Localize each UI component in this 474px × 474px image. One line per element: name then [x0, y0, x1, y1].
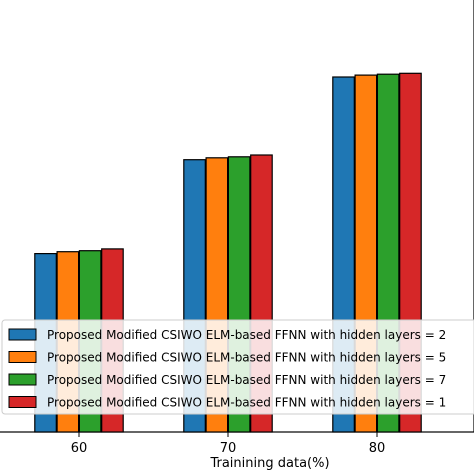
- legend-swatch-1: [8, 328, 37, 341]
- legend-label-2: Proposed Modified CSIWO ELM-based FFNN w…: [47, 351, 446, 365]
- x-tick-label-80: 80: [369, 441, 386, 456]
- legend-label-1: Proposed Modified CSIWO ELM-based FFNN w…: [47, 328, 446, 342]
- legend-box: [1, 319, 474, 415]
- legend-label-4: Proposed Modified CSIWO ELM-based FFNN w…: [47, 396, 446, 410]
- x-tick-label-70: 70: [220, 441, 237, 456]
- legend-swatch-3: [8, 373, 37, 386]
- x-tick-label-60: 60: [71, 441, 88, 456]
- legend: Proposed Modified CSIWO ELM-based FFNN w…: [1, 319, 474, 415]
- legend-label-3: Proposed Modified CSIWO ELM-based FFNN w…: [47, 373, 446, 387]
- legend-swatch-4: [8, 396, 37, 408]
- legend-swatch-2: [8, 351, 37, 363]
- x-ticks-group: 5060708090: [71, 432, 386, 456]
- x-axis-label: Trainining data(%): [209, 456, 329, 471]
